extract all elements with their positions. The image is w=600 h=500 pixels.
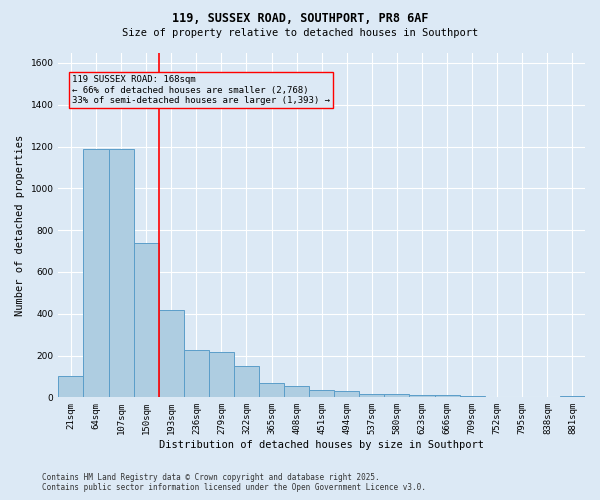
Bar bbox=[184, 350, 209, 398]
Bar bbox=[334, 391, 359, 398]
Bar bbox=[209, 352, 234, 398]
Text: 119, SUSSEX ROAD, SOUTHPORT, PR8 6AF: 119, SUSSEX ROAD, SOUTHPORT, PR8 6AF bbox=[172, 12, 428, 26]
Bar bbox=[109, 148, 134, 398]
Bar bbox=[234, 366, 259, 398]
Y-axis label: Number of detached properties: Number of detached properties bbox=[15, 134, 25, 316]
Bar bbox=[359, 394, 385, 398]
Bar bbox=[309, 390, 334, 398]
Bar bbox=[83, 148, 109, 398]
Bar bbox=[434, 395, 460, 398]
Bar bbox=[560, 396, 585, 398]
Bar bbox=[259, 382, 284, 398]
Text: Size of property relative to detached houses in Southport: Size of property relative to detached ho… bbox=[122, 28, 478, 38]
Text: 119 SUSSEX ROAD: 168sqm
← 66% of detached houses are smaller (2,768)
33% of semi: 119 SUSSEX ROAD: 168sqm ← 66% of detache… bbox=[72, 76, 330, 106]
X-axis label: Distribution of detached houses by size in Southport: Distribution of detached houses by size … bbox=[159, 440, 484, 450]
Bar bbox=[385, 394, 409, 398]
Bar bbox=[284, 386, 309, 398]
Bar bbox=[58, 376, 83, 398]
Bar bbox=[460, 396, 485, 398]
Bar bbox=[159, 310, 184, 398]
Bar bbox=[409, 395, 434, 398]
Text: Contains HM Land Registry data © Crown copyright and database right 2025.
Contai: Contains HM Land Registry data © Crown c… bbox=[42, 473, 426, 492]
Bar bbox=[134, 242, 159, 398]
